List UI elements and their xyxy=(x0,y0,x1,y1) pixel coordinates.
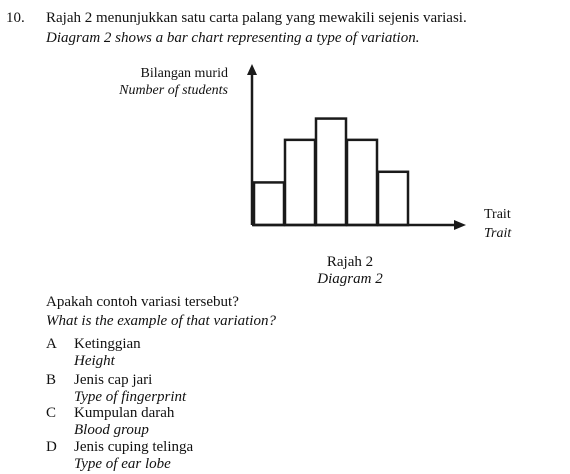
bar-1 xyxy=(252,181,286,227)
x-axis-arrow-head xyxy=(454,220,466,230)
x-axis-label-malay: Trait xyxy=(484,207,511,222)
bar-5 xyxy=(376,170,410,227)
question-text-english: Diagram 2 shows a bar chart representing… xyxy=(46,30,420,46)
option-c-letter[interactable]: C xyxy=(46,405,57,421)
bar-chart xyxy=(247,64,466,230)
option-c-english[interactable]: Blood group xyxy=(74,422,149,438)
bar-3 xyxy=(314,117,348,227)
prompt-english: What is the example of that variation? xyxy=(46,313,276,329)
option-b-malay[interactable]: Jenis cap jari xyxy=(74,372,153,388)
question-number: 10. xyxy=(6,10,25,26)
option-c-malay[interactable]: Kumpulan darah xyxy=(74,405,175,421)
diagram-caption-english: Diagram 2 xyxy=(317,271,383,287)
option-d-letter[interactable]: D xyxy=(46,439,57,455)
x-axis-label-english: Trait xyxy=(484,226,512,241)
question-text-malay: Rajah 2 menunjukkan satu carta palang ya… xyxy=(46,10,467,26)
y-axis-arrow-head xyxy=(247,64,257,75)
bar-4 xyxy=(345,138,379,227)
prompt-malay: Apakah contoh variasi tersebut? xyxy=(46,294,239,310)
option-a-english[interactable]: Height xyxy=(74,353,115,369)
y-axis-label-malay: Bilangan murid xyxy=(140,66,229,81)
option-d-english[interactable]: Type of ear lobe xyxy=(74,456,171,472)
option-d-malay[interactable]: Jenis cuping telinga xyxy=(74,439,194,455)
option-b-letter[interactable]: B xyxy=(46,372,57,388)
y-axis-label-english: Number of students xyxy=(119,83,228,98)
option-a-malay[interactable]: Ketinggian xyxy=(74,336,141,352)
bar-2 xyxy=(283,138,317,227)
option-a-letter[interactable]: A xyxy=(46,336,57,352)
option-b-english[interactable]: Type of fingerprint xyxy=(74,389,187,405)
diagram-caption-malay: Rajah 2 xyxy=(326,254,374,270)
